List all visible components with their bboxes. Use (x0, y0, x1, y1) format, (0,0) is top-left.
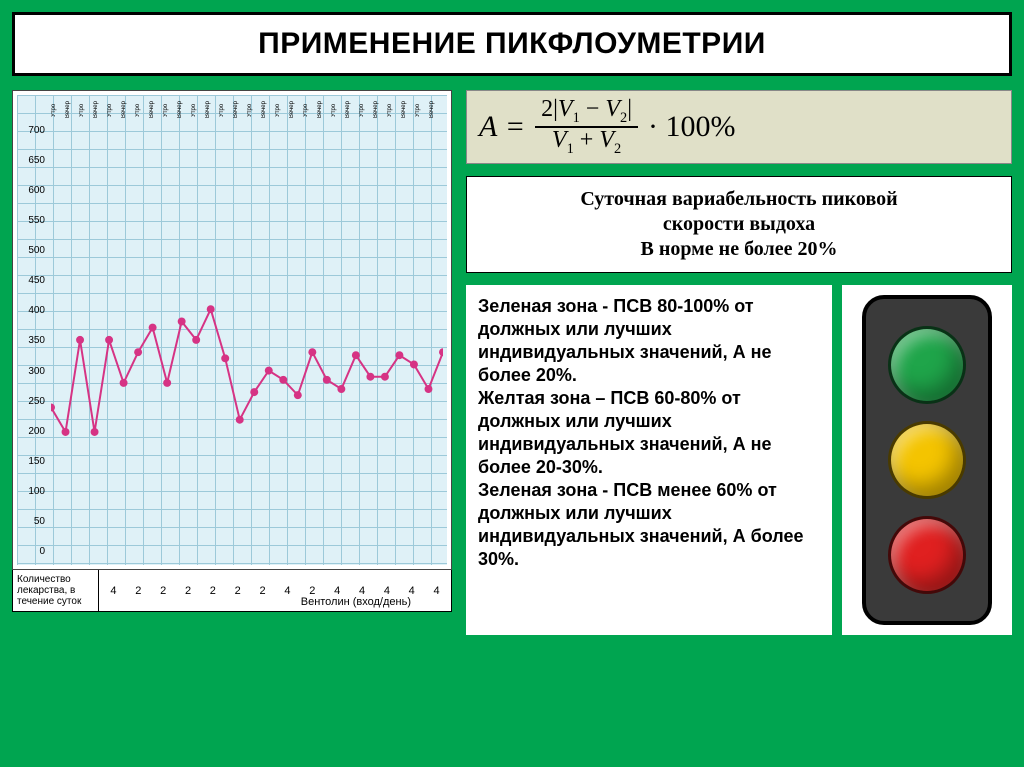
right-column: A = 2|V1 − V2| V1 + V2 · 100% Суточная в… (466, 90, 1012, 635)
x-tick-label: Вечер (373, 97, 387, 123)
medication-cell: 2 (250, 585, 275, 597)
x-tick-label: Вечер (149, 97, 163, 123)
x-tick-label: Вечер (401, 97, 415, 123)
yellow-light-icon (888, 421, 966, 499)
medication-cell: 4 (399, 585, 424, 597)
formula-denominator: V1 + V2 (546, 128, 627, 157)
medication-cell: 4 (374, 585, 399, 597)
x-tick-label: Утро (415, 97, 429, 123)
traffic-light-icon (862, 295, 992, 625)
zones-row: Зеленая зона - ПСВ 80-100% от должных ил… (466, 285, 1012, 635)
medication-table-label: Количество лекарства, в течение суток (13, 570, 99, 611)
x-tick-label: Утро (79, 97, 93, 123)
chart-plot-area: 7006506005505004504003503002502001501005… (17, 95, 447, 565)
y-tick-label: 150 (17, 456, 49, 467)
formula-tail: · 100% (648, 110, 735, 144)
left-column: 7006506005505004504003503002502001501005… (12, 90, 452, 635)
medication-caption: Вентолин (вход/день) (301, 596, 411, 608)
x-tick-label: Утро (303, 97, 317, 123)
y-tick-label: 100 (17, 486, 49, 497)
medication-table: Количество лекарства, в течение суток 42… (12, 570, 452, 612)
y-tick-label: 0 (17, 546, 49, 557)
x-tick-label: Вечер (205, 97, 219, 123)
y-tick-label: 300 (17, 366, 49, 377)
page-title: ПРИМЕНЕНИЕ ПИКФЛОУМЕТРИИ (15, 27, 1009, 61)
x-tick-label: Вечер (177, 97, 191, 123)
variability-line3: В норме не более 20% (481, 237, 997, 262)
y-tick-label: 450 (17, 275, 49, 286)
x-tick-label: Утро (191, 97, 205, 123)
traffic-light-panel (842, 285, 1012, 635)
variability-line2: скорости выдоха (481, 212, 997, 237)
variability-line1: Суточная вариабельность пиковой (481, 187, 997, 212)
y-tick-label: 650 (17, 155, 49, 166)
variability-box: Суточная вариабельность пиковой скорости… (466, 176, 1012, 273)
x-tick-label: Вечер (233, 97, 247, 123)
x-tick-label: Вечер (93, 97, 107, 123)
medication-cell: 2 (151, 585, 176, 597)
y-tick-label: 50 (17, 516, 49, 527)
medication-cell: 2 (225, 585, 250, 597)
x-tick-label: Вечер (429, 97, 443, 123)
x-tick-label: Утро (331, 97, 345, 123)
y-tick-label: 700 (17, 125, 49, 136)
formula-fraction: 2|V1 − V2| V1 + V2 (535, 97, 638, 157)
x-tick-label: Вечер (345, 97, 359, 123)
y-tick-label: 500 (17, 245, 49, 256)
medication-cell: 2 (126, 585, 151, 597)
formula-numerator: 2|V1 − V2| (535, 97, 638, 128)
x-tick-label: Утро (359, 97, 373, 123)
x-tick-label: Вечер (65, 97, 79, 123)
y-tick-label: 250 (17, 396, 49, 407)
x-tick-label: Утро (107, 97, 121, 123)
x-tick-label: Утро (135, 97, 149, 123)
x-tick-label: Вечер (121, 97, 135, 123)
x-tick-label: Утро (275, 97, 289, 123)
chart-y-axis-labels: 7006506005505004504003503002502001501005… (17, 125, 49, 557)
zones-text: Зеленая зона - ПСВ 80-100% от должных ил… (466, 285, 832, 635)
x-tick-label: Вечер (289, 97, 303, 123)
medication-cell: 2 (176, 585, 201, 597)
x-tick-label: Утро (219, 97, 233, 123)
medication-cell: 4 (350, 585, 375, 597)
formula-box: A = 2|V1 − V2| V1 + V2 · 100% (466, 90, 1012, 164)
red-light-icon (888, 516, 966, 594)
y-tick-label: 600 (17, 185, 49, 196)
medication-cell: 2 (300, 585, 325, 597)
title-box: ПРИМЕНЕНИЕ ПИКФЛОУМЕТРИИ (12, 12, 1012, 76)
x-tick-label: Утро (247, 97, 261, 123)
medication-cell: 4 (101, 585, 126, 597)
medication-cell: 4 (275, 585, 300, 597)
peakflow-chart: 7006506005505004504003503002502001501005… (12, 90, 452, 570)
y-tick-label: 400 (17, 305, 49, 316)
chart-top-labels: УтроВечерУтроВечерУтроВечерУтроВечерУтро… (51, 97, 443, 123)
x-tick-label: Вечер (317, 97, 331, 123)
medication-cell: 4 (325, 585, 350, 597)
x-tick-label: Утро (387, 97, 401, 123)
formula-lhs: A = (479, 110, 525, 144)
x-tick-label: Утро (51, 97, 65, 123)
medication-cell: 4 (424, 585, 449, 597)
y-tick-label: 350 (17, 335, 49, 346)
medication-cell: 2 (200, 585, 225, 597)
x-tick-label: Утро (163, 97, 177, 123)
y-tick-label: 200 (17, 426, 49, 437)
y-tick-label: 550 (17, 215, 49, 226)
green-light-icon (888, 326, 966, 404)
content-columns: 7006506005505004504003503002502001501005… (12, 90, 1012, 635)
x-tick-label: Вечер (261, 97, 275, 123)
chart-line-svg (51, 125, 443, 555)
